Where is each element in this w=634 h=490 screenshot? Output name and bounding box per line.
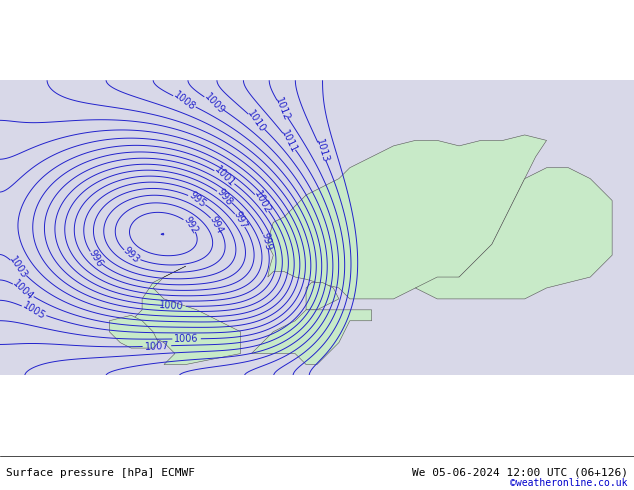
Text: 1000: 1000 [159,300,184,312]
Text: 996: 996 [86,247,105,269]
Text: 1012: 1012 [273,96,292,122]
Text: 1010: 1010 [245,109,268,135]
Text: 997: 997 [231,210,249,231]
Text: 1003: 1003 [8,255,29,281]
Text: ©weatheronline.co.uk: ©weatheronline.co.uk [510,478,628,488]
Text: 1002: 1002 [252,190,273,216]
Polygon shape [131,266,240,365]
Text: 1001: 1001 [212,165,237,189]
Text: 993: 993 [121,245,141,265]
Text: Surface pressure [hPa] ECMWF: Surface pressure [hPa] ECMWF [6,467,195,478]
Text: 1009: 1009 [202,91,226,116]
Text: 994: 994 [207,214,225,235]
Text: 1005: 1005 [21,300,47,321]
Text: 995: 995 [187,190,207,210]
Polygon shape [306,283,339,310]
Text: 999: 999 [259,231,273,251]
Text: 1007: 1007 [145,341,169,352]
Text: 1004: 1004 [11,278,36,302]
Text: 1006: 1006 [174,334,199,344]
Text: 992: 992 [181,215,200,236]
Polygon shape [252,310,372,365]
Text: 1008: 1008 [172,90,197,113]
Text: 1011: 1011 [280,128,299,155]
Text: 1013: 1013 [314,138,330,165]
Polygon shape [109,315,158,348]
Text: We 05-06-2024 12:00 UTC (06+126): We 05-06-2024 12:00 UTC (06+126) [411,467,628,478]
Polygon shape [268,135,547,299]
Text: 998: 998 [215,187,235,207]
Polygon shape [415,168,612,299]
